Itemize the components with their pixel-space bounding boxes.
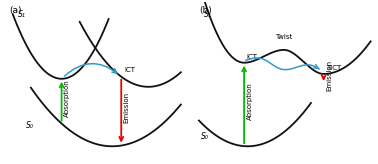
Text: (a): (a) [9,6,22,15]
Text: Twist: Twist [275,34,293,40]
Text: ICT: ICT [247,54,258,60]
Text: Emission: Emission [326,60,332,91]
Text: Emission: Emission [124,92,130,123]
Text: S₀: S₀ [25,121,33,130]
Text: (b): (b) [199,6,212,15]
Text: S₁: S₁ [204,10,212,19]
Text: Absorption: Absorption [246,82,253,120]
Text: S₁: S₁ [18,10,26,19]
Text: ICT: ICT [124,67,135,73]
Text: S₀: S₀ [201,132,209,141]
Text: Absorption: Absorption [64,79,70,117]
Text: TICT: TICT [326,65,342,71]
